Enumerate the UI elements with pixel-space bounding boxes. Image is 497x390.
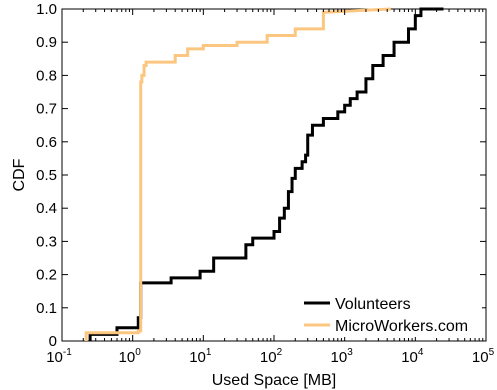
plot-frame	[61, 8, 487, 342]
legend-label-microworkers: MicroWorkers.com	[335, 318, 468, 335]
y-tick-label: 0.2	[36, 267, 57, 284]
y-tick-label: 0.3	[36, 233, 57, 250]
y-tick-label: 0.6	[36, 134, 57, 151]
y-tick-label: 0.8	[36, 67, 57, 84]
y-tick-label: 0.7	[36, 101, 57, 118]
series-layer	[84, 7, 444, 341]
x-tick-label: 104	[401, 347, 424, 366]
y-tick-label: 0	[49, 333, 57, 350]
series-line-1	[84, 7, 391, 341]
y-tick-label: 0.1	[36, 300, 57, 317]
legend-box	[298, 289, 482, 337]
y-tick-label: 1.0	[36, 1, 57, 18]
legend: Volunteers MicroWorkers.com	[298, 289, 482, 337]
x-tick-label: 10-1	[46, 347, 72, 366]
x-tick-label: 100	[119, 347, 142, 366]
x-tick-label: 103	[331, 347, 354, 366]
series-line-0	[88, 7, 444, 341]
ticks-layer	[61, 8, 487, 342]
y-tick-label: 0.4	[36, 200, 57, 217]
y-axis-label: CDF	[11, 158, 28, 191]
x-tick-label: 105	[472, 347, 495, 366]
x-tick-label: 102	[260, 347, 283, 366]
y-tick-label: 0.9	[36, 34, 57, 51]
x-axis-label: Used Space [MB]	[212, 372, 337, 389]
x-tick-labels: 10-1 100 101 102 103 104 105	[46, 347, 494, 366]
y-tick-labels: 0 0.1 0.2 0.3 0.4 0.5 0.6 0.7 0.8 0.9 1.0	[36, 1, 57, 350]
x-tick-label: 101	[189, 347, 212, 366]
legend-label-volunteers: Volunteers	[335, 296, 411, 313]
y-tick-label: 0.5	[36, 167, 57, 184]
